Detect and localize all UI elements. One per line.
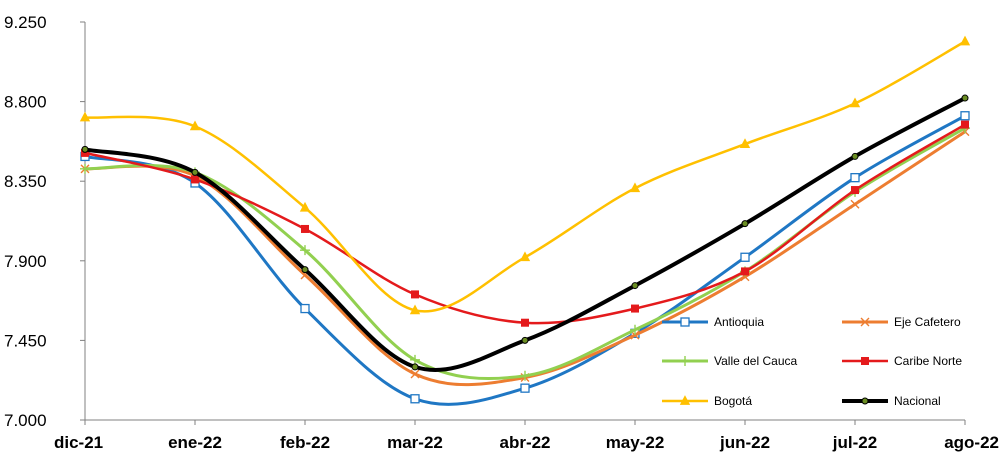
point-eje-cafetero [850,199,860,209]
point-bogota [299,201,311,212]
x-tick-label: ene-22 [168,433,222,452]
point-nacional [81,145,89,153]
point-bogota [409,304,421,315]
legend-item-valle-del-cauca: Valle del Cauca [662,354,797,368]
point-caribe-norte [631,304,639,313]
legend-marker [680,317,690,327]
legend-marker [679,395,691,405]
legend-label: Bogotá [714,394,752,408]
point-caribe-norte [411,290,419,299]
point-nacional [631,282,639,290]
point-bogota [629,182,641,193]
point-caribe-norte [521,318,529,327]
y-tick-label: 8.350 [4,172,47,191]
x-tick-label: may-22 [606,433,665,452]
series-bogota [79,35,971,315]
point-nacional [521,336,529,344]
x-tick-label: feb-22 [280,433,330,452]
legend-label: Eje Cafetero [894,315,961,329]
y-tick-label: 8.800 [4,93,47,112]
point-bogota [739,138,751,148]
x-tick-label: abr-22 [499,433,550,452]
point-valle-del-cauca [300,245,310,256]
series-line-caribe-norte [83,123,967,325]
point-bogota [79,111,91,122]
point-nacional [191,168,199,176]
point-bogota [189,120,201,131]
legend-marker [860,317,870,327]
point-eje-cafetero [410,369,420,379]
series-nacional [81,94,969,372]
legend-marker [861,357,869,365]
series-layer [79,35,971,406]
legend-label: Caribe Norte [894,354,962,368]
point-nacional [411,363,419,371]
axes [84,22,965,421]
legend-item-bogota: Bogotá [662,394,752,408]
point-antioquia [300,303,310,314]
legend-marker [861,397,869,405]
point-valle-del-cauca [630,324,640,335]
x-tick-label: dic-21 [54,433,103,452]
point-antioquia [410,394,420,404]
x-tick-label: jun-22 [719,433,770,452]
point-nacional [851,152,859,160]
point-valle-del-cauca [80,163,90,174]
legend-item-nacional: Nacional [842,394,941,408]
point-caribe-norte [301,224,309,233]
point-antioquia [850,173,860,183]
y-tick-label: 7.900 [4,252,47,271]
point-valle-del-cauca [410,354,420,365]
x-tick-label: ago-22 [944,433,999,452]
point-caribe-norte [741,267,749,276]
point-nacional [301,266,309,274]
point-caribe-norte [961,120,969,129]
point-antioquia [960,111,970,121]
point-nacional [741,220,749,228]
point-caribe-norte [191,175,199,184]
point-antioquia [520,383,530,393]
series-line-bogota [83,40,967,313]
y-tick-label: 7.000 [4,411,47,430]
x-axis-ticks: dic-21 ene-22 feb-22 mar-22 abr-22 may-22 jun-… [54,420,999,452]
y-tick-label: 9.250 [4,13,47,32]
legend-label: Valle del Cauca [714,354,797,368]
point-antioquia [740,252,750,262]
legend-item-eje-cafetero: Eje Cafetero [842,315,961,329]
point-bogota [849,97,861,108]
legend-item-caribe-norte: Caribe Norte [842,354,962,368]
series-caribe-norte [81,120,969,327]
point-nacional [961,94,969,102]
legend-label: Nacional [894,394,941,408]
legend-item-antioquia: Antioquia [662,315,764,329]
legend-marker [680,356,690,366]
point-caribe-norte [851,186,859,195]
x-tick-label: jul-22 [832,433,877,452]
point-bogota [519,251,531,262]
legend-label: Antioquia [714,315,764,329]
y-axis-ticks: 7.000 7.450 7.900 8.350 8.800 9.250 [4,13,85,430]
point-bogota [959,35,971,46]
y-tick-label: 7.450 [4,331,47,350]
legend: Antioquia Eje Cafetero Valle del Cauca Cari… [662,315,962,408]
point-valle-del-cauca [520,370,530,381]
x-tick-label: mar-22 [387,433,443,452]
